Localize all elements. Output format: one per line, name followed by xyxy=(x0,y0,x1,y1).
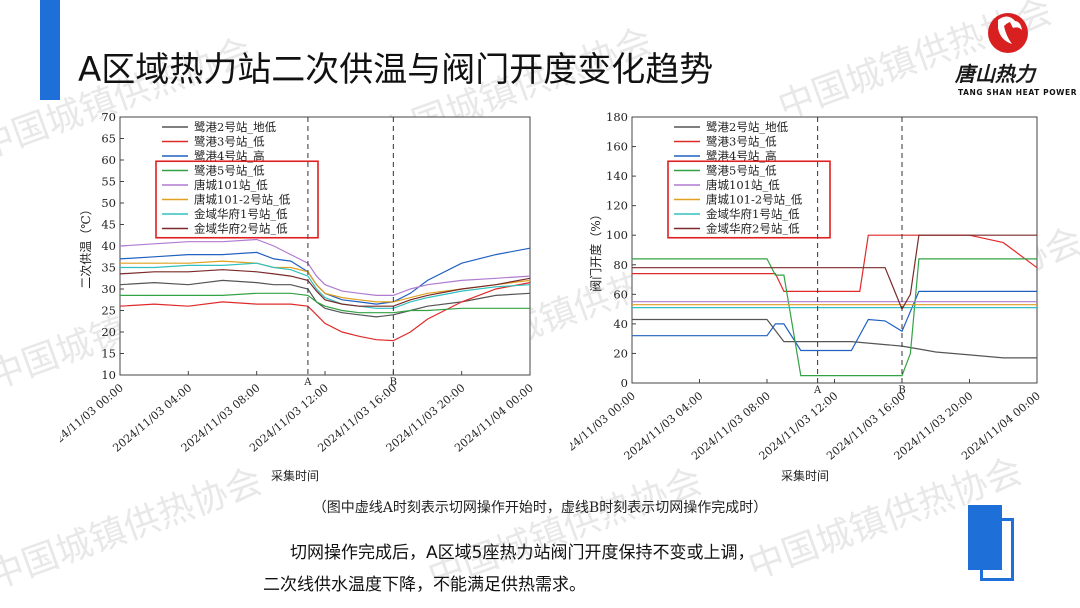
legend: 鹭港2号站_地低鹭港3号站_低鹭港4号站_高鹭港5号站_低唐城101站_低唐城1… xyxy=(667,120,831,239)
y-tick-label: 35 xyxy=(101,261,116,275)
y-tick-label: 15 xyxy=(101,347,116,361)
legend-label: 唐城101站_低 xyxy=(194,178,268,192)
y-tick-label: 80 xyxy=(613,258,628,272)
company-logo xyxy=(988,13,1028,53)
legend-label: 鹭港4号站_高 xyxy=(706,149,777,163)
legend-label: 鹭港3号站_低 xyxy=(706,135,777,149)
series-line xyxy=(632,318,1037,359)
legend: 鹭港2号站_地低鹭港3号站_低鹭港4号站_高鹭港5号站_低唐城101站_低唐城1… xyxy=(155,120,319,239)
event-marker-label: A xyxy=(303,377,312,388)
legend-label: 金域华府2号站_低 xyxy=(194,222,288,236)
series-group xyxy=(119,238,531,342)
series-line xyxy=(119,269,531,307)
legend-label: 鹭港5号站_低 xyxy=(194,164,265,178)
series-line xyxy=(632,258,1037,377)
y-axis-label: 阀门开度（%） xyxy=(588,208,603,291)
legend-label: 鹭港5号站_低 xyxy=(706,164,777,178)
y-tick-label: 10 xyxy=(101,368,116,382)
y-tick-label: 65 xyxy=(101,132,116,146)
conclusion-line-1: 切网操作完成后，A区域5座热力站阀门开度保持不变或上调， xyxy=(290,543,755,563)
valve-opening-chart: 0 20 40 60 80 100 120 140 160 180 2024/11/03 00:0… xyxy=(570,110,1043,483)
y-tick-label: 55 xyxy=(101,175,116,189)
legend-label: 金域华府1号站_低 xyxy=(194,207,288,221)
x-axis-label: 采集时间 xyxy=(271,468,319,483)
series-line xyxy=(120,260,531,303)
legend-label: 唐城101站_低 xyxy=(706,178,780,192)
series-group xyxy=(632,234,1038,377)
series-line xyxy=(632,234,1037,311)
y-tick-label: 60 xyxy=(613,287,628,301)
y-tick-label: 45 xyxy=(101,218,116,232)
page-title: A区域热力站二次供温与阀门开度变化趋势 xyxy=(78,50,714,90)
event-marker-label: B xyxy=(898,385,905,396)
legend-label: 鹭港3号站_低 xyxy=(194,135,265,149)
logo-name: 唐山热力 xyxy=(955,62,1035,86)
legend-label: 金域华府2号站_低 xyxy=(706,222,800,236)
y-tick-label: 30 xyxy=(101,282,116,296)
decor-block-filled xyxy=(968,505,1002,570)
plot-area xyxy=(119,116,531,376)
y-tick-label: 100 xyxy=(606,228,628,242)
y-axis: 0 20 40 60 80 100 120 140 160 180 xyxy=(606,110,636,390)
event-marker-label: B xyxy=(390,377,397,388)
legend-label: 唐城101-2号站_低 xyxy=(706,193,803,207)
legend-label: 鹭港4号站_高 xyxy=(194,149,265,163)
y-tick-label: 40 xyxy=(101,239,116,253)
y-tick-label: 0 xyxy=(621,376,628,390)
legend-highlight-box xyxy=(155,160,319,239)
logo-subtitle: TANG SHAN HEAT POWER xyxy=(958,88,1078,97)
series-line xyxy=(119,238,531,296)
legend-label: 鹭港2号站_地低 xyxy=(194,120,277,134)
event-marker-label: A xyxy=(813,385,822,396)
y-axis: 10 15 20 25 30 35 40 45 50 55 60 65 70 xyxy=(101,110,124,382)
plot-area xyxy=(631,116,1038,384)
y-tick-label: 140 xyxy=(606,169,628,183)
decor-block-outline xyxy=(980,518,1014,581)
chart-caption: （图中虚线A时刻表示切网操作开始时，虚线B时刻表示切网操作完成时） xyxy=(312,500,768,516)
y-axis-label: 二次供温（℃） xyxy=(79,203,93,288)
legend-label: 金域华府1号站_低 xyxy=(706,207,800,221)
conclusion-line-2: 二次线供水温度下降，不能满足供热需求。 xyxy=(263,575,586,595)
y-tick-label: 40 xyxy=(613,317,628,331)
y-tick-label: 70 xyxy=(101,110,116,124)
y-tick-label: 50 xyxy=(101,196,116,210)
series-line xyxy=(120,292,530,314)
x-axis-label: 采集时间 xyxy=(781,468,829,483)
series-line xyxy=(119,282,531,342)
y-tick-label: 25 xyxy=(101,304,116,318)
y-tick-label: 180 xyxy=(606,110,628,124)
y-tick-label: 120 xyxy=(606,199,628,213)
legend-label: 鹭港2号站_地低 xyxy=(706,120,789,134)
legend-highlight-box xyxy=(667,160,831,239)
accent-bar xyxy=(40,0,60,100)
legend-label: 唐城101-2号站_低 xyxy=(194,193,291,207)
y-tick-label: 160 xyxy=(606,140,628,154)
series-line xyxy=(119,279,531,318)
series-line xyxy=(632,290,1037,352)
y-tick-label: 20 xyxy=(101,325,116,339)
y-tick-label: 20 xyxy=(613,346,628,360)
y-tick-label: 60 xyxy=(101,153,116,167)
supply-temp-chart: 10 15 20 25 30 35 40 45 50 55 60 65 70 2024/11/03 00… xyxy=(60,110,536,483)
series-line xyxy=(120,262,531,309)
